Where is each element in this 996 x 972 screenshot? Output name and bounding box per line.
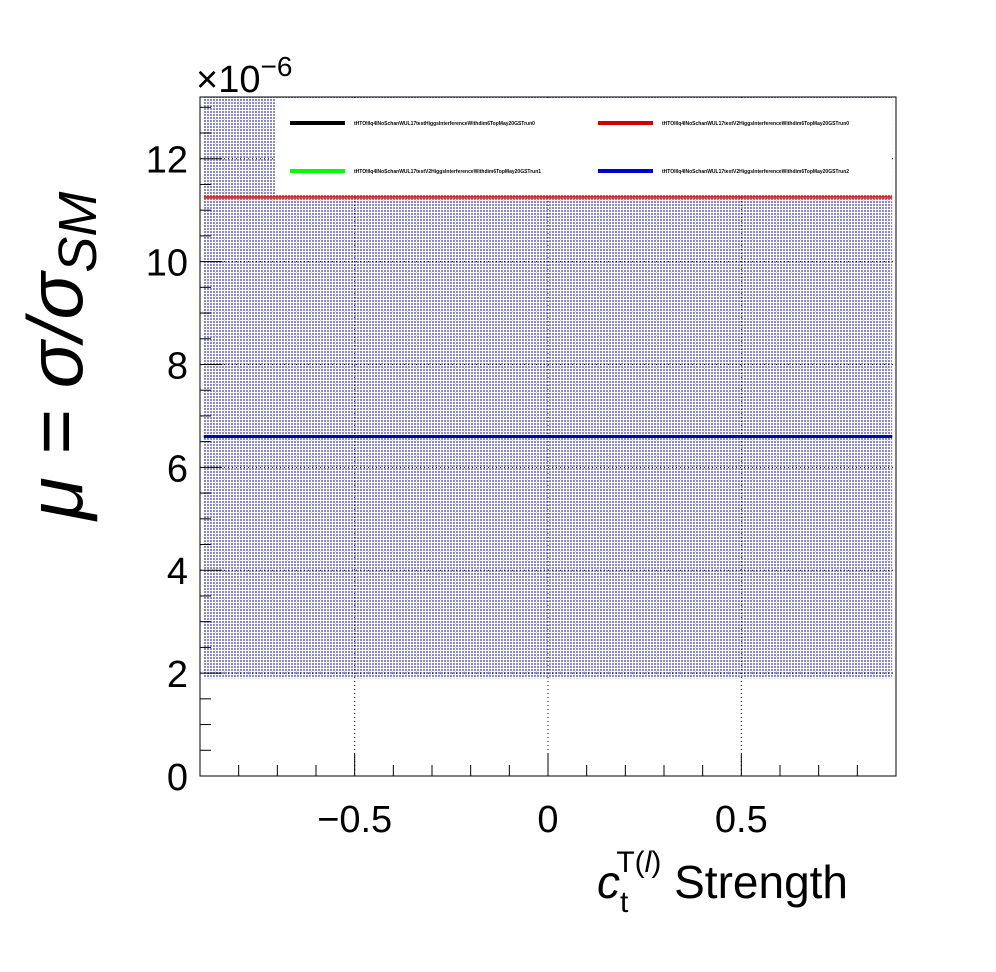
legend: tHTOlllq4lNoSchanWUL17testHiggsInterfere… [276,99,892,194]
y-axis-title: μ = σ/σSM [11,192,108,522]
legend-label-2: tHTOlllq4lNoSchanWUL17testV2HiggsInterfe… [354,169,541,175]
x-tick-label: −0.5 [317,799,392,841]
y-tick-label: 10 [146,243,188,285]
x-tick-label: 0 [537,799,558,841]
tick-layer: −0.5 0 0.5 0 2 4 6 8 10 12 [146,106,897,841]
legend-box [276,99,892,194]
y-multiplier-base: ×10 [196,59,260,101]
legend-label-1: tHTOlllq4lNoSchanWUL17testV2HiggsInterfe… [662,121,849,127]
x-axis-title-superscript-l: l [645,846,653,879]
x-axis-title: ct T(l) Strength [597,846,848,919]
x-axis-title-main: c [597,856,620,908]
y-multiplier: ×10−6 [196,51,292,101]
y-axis-title-main: μ = σ/σ [11,270,99,522]
x-tick-label: 0.5 [715,799,768,841]
x-axis-title-subscript: t [620,886,629,919]
y-tick-label: 8 [167,345,188,387]
x-axis-title-rest: Strength [661,856,848,908]
y-tick-label: 12 [146,140,188,182]
series-layer [203,195,893,438]
y-tick-label: 6 [167,448,188,490]
legend-label-3: tHTOlllq4lNoSchanWUL17testV2HiggsInterfe… [662,169,849,175]
y-axis-title-subscript: SM [48,192,108,273]
legend-label-0: tHTOlllq4lNoSchanWUL17testHiggsInterfere… [354,121,535,127]
y-tick-label: 4 [167,551,188,593]
x-axis-title-superscript: T( [616,846,644,879]
y-tick-label: 2 [167,654,188,696]
y-multiplier-exponent: −6 [260,51,292,82]
x-axis-title-superscript-close: ) [651,846,661,879]
y-tick-label: 0 [167,757,188,799]
